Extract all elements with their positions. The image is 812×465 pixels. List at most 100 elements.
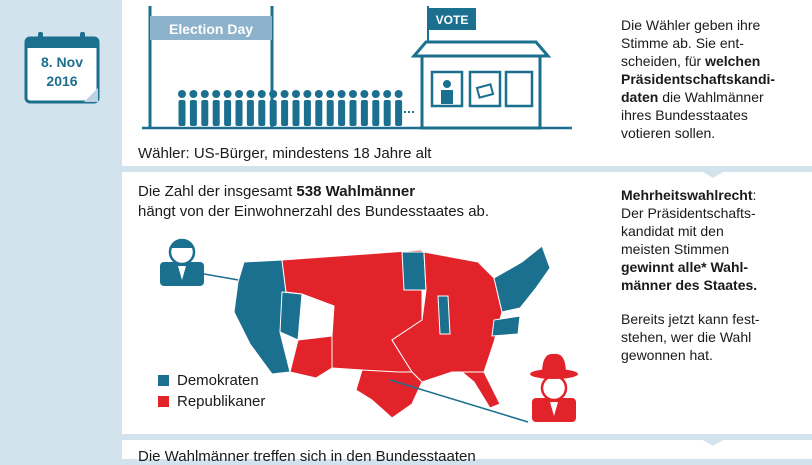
- voter-head: [280, 90, 289, 98]
- voter-head: [383, 90, 392, 98]
- majority-heading: Mehrheitswahlrecht: [621, 187, 753, 203]
- left-column: 8. Nov 2016: [0, 0, 122, 459]
- map-panel: Die Zahl der insgesamt 538 Wahlmänner hä…: [122, 172, 613, 434]
- voter-head: [178, 90, 186, 98]
- republican-candidate-icon: [389, 353, 578, 423]
- explanation-line: stehen, wer die Wahl: [621, 329, 752, 345]
- explanation-line: Der Präsidentschafts-: [621, 205, 756, 221]
- map-virginia: [491, 315, 521, 337]
- explanation-majority: Mehrheitswahlrecht: Der Präsidentschafts…: [613, 172, 812, 434]
- voters-caption: Wähler: US-Bürger, mindestens 18 Jahre a…: [138, 145, 432, 162]
- voter-head: [269, 90, 278, 98]
- map-texas: [355, 369, 423, 419]
- voter-body: [201, 100, 209, 126]
- voter-body: [349, 100, 357, 126]
- us-map: [160, 238, 578, 423]
- calendar-date-line1: 8. Nov: [41, 54, 83, 70]
- majority-colon: :: [752, 187, 757, 203]
- voter-body: [269, 100, 277, 126]
- legend-democrats-swatch: [158, 375, 169, 386]
- voter-head: [326, 90, 335, 98]
- explanation-bold: männer des Staates.: [621, 277, 758, 293]
- explanation-voters: Die Wähler geben ihre Stimme ab. Sie ent…: [613, 0, 812, 166]
- explanation-bold: daten: [621, 89, 659, 105]
- voter-body: [315, 100, 323, 126]
- bottom-panel: Die Wahlmänner treffen sich in den Bunde…: [122, 440, 613, 465]
- map-southwest: [289, 335, 333, 379]
- voter-body: [395, 100, 403, 126]
- voter-body: [326, 100, 334, 126]
- map-northeast: [493, 245, 551, 313]
- explanation-line: votieren sollen.: [621, 125, 716, 141]
- electors-count: 538 Wahlmänner: [296, 183, 416, 200]
- bottom-caption: Die Wahlmänner treffen sich in den Bunde…: [138, 448, 476, 465]
- voter-head: [223, 90, 232, 98]
- flow-arrow: [693, 434, 733, 446]
- map-florida: [460, 371, 501, 409]
- explanation-line: scheiden, für: [621, 53, 706, 69]
- legend-republicans-swatch: [158, 396, 169, 407]
- voter-body: [178, 100, 186, 126]
- election-day-illustration: Election Day VOTE: [142, 6, 572, 130]
- voter-body: [235, 100, 243, 126]
- flow-arrow: [40, 166, 80, 178]
- voter-body: [212, 100, 220, 126]
- map-nevada: [279, 291, 303, 341]
- voter-head: [371, 90, 380, 98]
- voter-body: [292, 100, 300, 126]
- voter-body: [338, 100, 346, 126]
- explanation-bottom: [613, 440, 812, 459]
- explanation-line: Bereits jetzt kann fest-: [621, 311, 760, 327]
- vote-sign: VOTE: [436, 13, 469, 27]
- electors-caption: Die Zahl der insgesamt 538 Wahlmänner hä…: [138, 182, 608, 222]
- center-column: Election Day VOTE Wähler: US-Bürger, min…: [122, 0, 613, 465]
- electors-text-part1: Die Zahl der insgesamt: [138, 183, 297, 200]
- voter-head: [394, 90, 403, 98]
- explanation-line: Stimme ab. Sie ent-: [621, 35, 744, 51]
- voter-head: [246, 90, 255, 98]
- explanation-line: gewonnen hat.: [621, 347, 713, 363]
- voter-head: [360, 90, 369, 98]
- flow-arrow: [693, 166, 733, 178]
- voters-panel: Election Day VOTE Wähler: US-Bürger, min…: [122, 0, 613, 166]
- voter-body: [224, 100, 232, 126]
- voter-head: [349, 90, 357, 98]
- legend-republicans-label: Republikaner: [177, 393, 266, 410]
- voter-body: [246, 100, 254, 126]
- election-day-label: Election Day: [169, 21, 253, 37]
- right-column: Die Wähler geben ihre Stimme ab. Sie ent…: [613, 0, 812, 459]
- map-illinois: [437, 295, 451, 335]
- legend-democrats-label: Demokraten: [177, 372, 259, 389]
- explanation-line: die Wahlmänner: [658, 89, 764, 105]
- voter-head: [200, 90, 209, 98]
- calendar-icon: 8. Nov 2016: [24, 32, 100, 104]
- map-minnesota: [401, 251, 427, 291]
- voter-body: [303, 100, 311, 126]
- explanation-bold: Präsidentschaftskandi-: [621, 71, 776, 87]
- voter-body: [372, 100, 380, 126]
- voter-head: [212, 90, 221, 98]
- voter-head: [337, 90, 346, 98]
- explanation-line: kandidat mit den: [621, 223, 724, 239]
- voter-body: [281, 100, 289, 126]
- electors-text-part2: hängt von der Einwohnerzahl des Bundesst…: [138, 203, 490, 220]
- voter-body: [360, 100, 368, 126]
- explanation-bold: gewinnt alle* Wahl-: [621, 259, 749, 275]
- voter-head: [303, 90, 312, 98]
- voter-head: [189, 90, 198, 98]
- voter-head: [292, 90, 300, 98]
- flow-arrow: [40, 434, 80, 446]
- voter-body: [258, 100, 266, 126]
- voter-body: [189, 100, 197, 126]
- voter-head: [235, 90, 243, 98]
- explanation-line: meisten Stimmen: [621, 241, 730, 257]
- explanation-line: Die Wähler geben ihre: [621, 17, 761, 33]
- calendar-date-line2: 2016: [46, 73, 77, 89]
- voter-head: [314, 90, 323, 98]
- explanation-line: ihres Bundesstaates: [621, 107, 748, 123]
- democrat-candidate-icon: [160, 238, 251, 286]
- voter-body: [383, 100, 391, 126]
- legend-democrats: Demokraten: [158, 372, 259, 389]
- explanation-bold: welchen: [705, 53, 761, 69]
- legend-republicans: Republikaner: [158, 393, 265, 410]
